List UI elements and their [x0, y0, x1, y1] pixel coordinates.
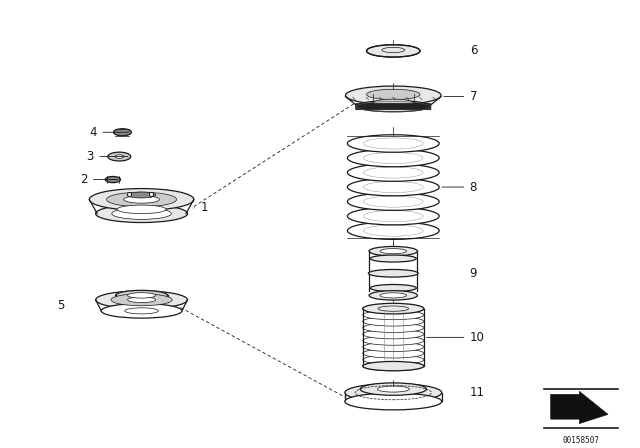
Ellipse shape	[378, 386, 409, 392]
Text: 2: 2	[80, 173, 88, 186]
Ellipse shape	[108, 152, 131, 161]
Ellipse shape	[363, 355, 424, 364]
Ellipse shape	[106, 192, 177, 207]
Ellipse shape	[116, 290, 168, 301]
Ellipse shape	[369, 291, 417, 300]
Ellipse shape	[105, 177, 120, 183]
Ellipse shape	[363, 342, 424, 352]
Ellipse shape	[348, 178, 439, 196]
Ellipse shape	[363, 317, 424, 326]
Text: 9: 9	[470, 267, 477, 280]
Ellipse shape	[367, 89, 420, 99]
Ellipse shape	[363, 349, 424, 358]
Ellipse shape	[363, 303, 424, 314]
Text: 5: 5	[58, 299, 65, 312]
Ellipse shape	[127, 192, 156, 198]
Ellipse shape	[346, 86, 441, 105]
Ellipse shape	[371, 255, 416, 262]
Text: 00158507: 00158507	[563, 436, 600, 445]
Text: 6: 6	[470, 44, 477, 57]
Ellipse shape	[363, 323, 424, 332]
Ellipse shape	[101, 304, 182, 318]
Text: 8: 8	[470, 181, 477, 194]
Ellipse shape	[363, 330, 424, 339]
Text: 11: 11	[470, 386, 484, 399]
Ellipse shape	[369, 246, 417, 256]
Ellipse shape	[363, 310, 424, 320]
Ellipse shape	[380, 293, 406, 298]
Ellipse shape	[124, 196, 159, 203]
Ellipse shape	[117, 205, 166, 214]
Ellipse shape	[111, 294, 172, 306]
Ellipse shape	[363, 362, 424, 371]
FancyBboxPatch shape	[356, 103, 431, 110]
Ellipse shape	[127, 297, 156, 302]
Text: 10: 10	[470, 331, 484, 344]
Ellipse shape	[369, 269, 418, 277]
Ellipse shape	[367, 45, 420, 57]
Ellipse shape	[348, 149, 439, 167]
Ellipse shape	[373, 99, 413, 107]
Ellipse shape	[345, 383, 442, 402]
Ellipse shape	[115, 155, 124, 158]
Ellipse shape	[363, 304, 424, 313]
Ellipse shape	[360, 383, 426, 395]
Ellipse shape	[348, 193, 439, 211]
Ellipse shape	[356, 100, 430, 112]
Ellipse shape	[90, 189, 194, 210]
Text: 3: 3	[86, 150, 94, 163]
Ellipse shape	[127, 293, 156, 298]
Ellipse shape	[113, 129, 131, 136]
Ellipse shape	[348, 135, 439, 152]
Text: 7: 7	[470, 90, 477, 103]
Ellipse shape	[348, 222, 439, 239]
Ellipse shape	[348, 164, 439, 181]
Polygon shape	[550, 391, 608, 423]
Ellipse shape	[363, 336, 424, 345]
Text: 4: 4	[90, 126, 97, 139]
Ellipse shape	[96, 291, 188, 309]
Ellipse shape	[380, 249, 406, 254]
Ellipse shape	[348, 207, 439, 225]
Ellipse shape	[95, 205, 188, 223]
Ellipse shape	[371, 284, 416, 292]
Ellipse shape	[363, 362, 424, 371]
Text: 1: 1	[200, 202, 208, 215]
Ellipse shape	[112, 208, 172, 220]
Ellipse shape	[345, 393, 442, 410]
